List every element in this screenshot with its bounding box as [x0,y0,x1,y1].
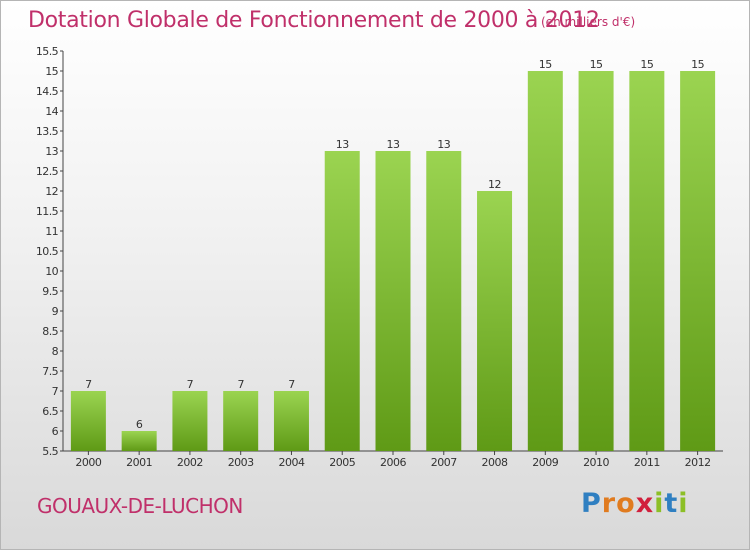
y-tick-label: 13.5 [36,125,59,138]
proxiti-logo[interactable]: Proxiti [581,488,689,519]
logo-letter: P [581,488,602,519]
commune-name: GOUAUX-DE-LUCHON [37,494,243,518]
y-tick-label: 12.5 [36,165,59,178]
data-label: 7 [187,378,194,391]
chart-axes: 5.5 6 6.5 7 7.5 8 8.5 9 9.5 10 10.5 11 11.5 12 12.5 13 1… [36,45,723,458]
chart-bars [70,71,716,451]
data-label: 15 [691,58,704,71]
bar [477,191,513,451]
data-label: 15 [640,58,653,71]
data-label: 7 [237,378,244,391]
chart-title: Dotation Globale de Fonctionnement de 20… [28,8,600,33]
x-tick-label: 2007 [431,456,457,469]
bar [70,391,106,451]
y-tick-label: 9.5 [42,285,58,298]
bar [629,71,665,451]
bar [578,71,614,451]
y-tick-label: 11 [45,225,58,238]
x-tick-label: 2012 [685,456,711,469]
y-tick-label: 13 [45,145,58,158]
y-tick-label: 14.5 [36,85,59,98]
bar [121,431,157,451]
y-tick-label: 10 [45,265,58,278]
logo-letter: r [601,488,617,519]
data-label: 12 [488,178,501,191]
logo-letter: o [616,488,636,519]
y-tick-label: 8 [52,345,59,358]
chart-labels: 2000 7 2001 6 2002 7 2003 7 2004 7 2005 13 2006 13 200… [75,58,711,469]
x-tick-label: 2002 [177,456,203,469]
bar [273,391,309,451]
x-tick-label: 2011 [634,456,660,469]
y-tick-label: 6 [52,425,59,438]
y-tick-label: 15 [45,65,58,78]
x-tick-label: 2006 [380,456,406,469]
x-tick-label: 2008 [482,456,508,469]
x-tick-label: 2001 [126,456,152,469]
logo-letter: t [664,488,679,519]
y-tick-label: 12 [45,185,58,198]
data-label: 15 [590,58,603,71]
y-tick-label: 5.5 [42,445,58,458]
data-label: 6 [136,418,143,431]
y-tick-label: 11.5 [36,205,59,218]
x-tick-label: 2004 [278,456,304,469]
bar [223,391,259,451]
x-tick-label: 2010 [583,456,609,469]
y-tick-label: 9 [52,305,59,318]
y-tick-label: 7 [52,385,59,398]
x-tick-label: 2005 [329,456,355,469]
y-tick-label: 6.5 [42,405,58,418]
bar [680,71,716,451]
bar [172,391,208,451]
y-tick-label: 15.5 [36,45,59,58]
x-tick-label: 2003 [228,456,254,469]
bar [527,71,563,451]
logo-letter: i [654,488,665,519]
data-label: 13 [336,138,349,151]
y-tick-label: 10.5 [36,245,59,258]
logo-letter: x [635,488,655,519]
data-label: 7 [288,378,295,391]
bar [426,151,462,451]
y-tick-label: 8.5 [42,325,58,338]
data-label: 13 [387,138,400,151]
logo-letter: i [678,488,689,519]
data-label: 7 [85,378,92,391]
bar [375,151,411,451]
bar [324,151,360,451]
data-label: 13 [437,138,450,151]
data-label: 15 [539,58,552,71]
x-tick-label: 2000 [75,456,101,469]
y-tick-label: 14 [45,105,58,118]
chart-unit: (en milliers d'€) [541,15,636,29]
x-tick-label: 2009 [532,456,558,469]
y-tick-label: 7.5 [42,365,58,378]
